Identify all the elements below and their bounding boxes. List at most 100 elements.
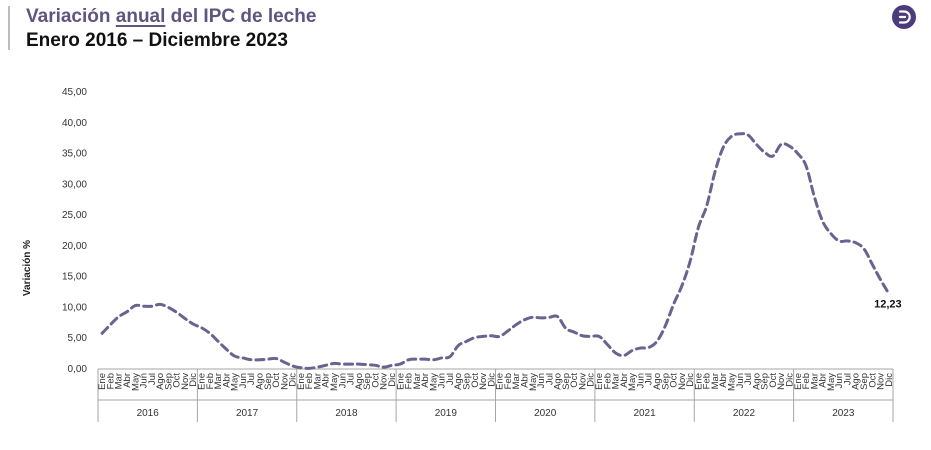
- x-tick-month: Dic: [586, 373, 597, 387]
- x-tick-month: Jun: [635, 373, 646, 388]
- data-point: [548, 316, 550, 318]
- x-tick-year: 2021: [633, 408, 656, 419]
- data-point: [383, 366, 385, 368]
- data-point: [175, 311, 177, 313]
- data-point: [556, 315, 558, 317]
- title-prefix: Variación: [26, 6, 116, 27]
- x-tick-month: Ago: [155, 373, 166, 390]
- x-tick-month: Abr: [122, 373, 133, 388]
- data-point: [217, 340, 219, 342]
- data-point: [250, 359, 252, 361]
- x-tick-year: 2020: [534, 408, 557, 419]
- x-tick-month: Jun: [735, 373, 746, 388]
- x-tick-month: May: [826, 373, 837, 391]
- data-point: [797, 152, 799, 154]
- x-tick-month: Sep: [362, 373, 373, 390]
- x-tick-month: Dic: [387, 373, 398, 387]
- data-point: [697, 226, 699, 228]
- x-tick-month: Sep: [462, 373, 473, 390]
- x-tick-month: Dic: [486, 373, 497, 387]
- x-tick-month: Jun: [536, 373, 547, 388]
- x-tick-month: May: [130, 373, 141, 391]
- data-point: [325, 364, 327, 366]
- x-tick-month: Jul: [644, 373, 655, 385]
- x-tick-year: 2019: [435, 408, 458, 419]
- x-tick-month: May: [627, 373, 638, 391]
- data-point: [805, 165, 807, 167]
- data-point: [457, 344, 459, 346]
- data-point: [565, 327, 567, 329]
- x-tick-month: Ago: [851, 373, 862, 390]
- x-tick-month: Nov: [279, 373, 290, 390]
- data-point: [614, 352, 616, 354]
- x-tick-month: Mar: [611, 373, 622, 389]
- data-point: [233, 355, 235, 357]
- data-point: [333, 362, 335, 364]
- data-point: [730, 135, 732, 137]
- y-tick-label: 5,00: [68, 333, 88, 344]
- x-tick-month: Ago: [254, 373, 265, 390]
- x-tick-month: Sep: [163, 373, 174, 390]
- data-point: [747, 134, 749, 136]
- x-tick-month: Oct: [271, 373, 282, 388]
- data-point: [664, 325, 666, 327]
- x-tick-month: May: [428, 373, 439, 391]
- x-tick-month: Jul: [445, 373, 456, 385]
- x-tick-month: Oct: [768, 373, 779, 388]
- data-point: [482, 335, 484, 337]
- x-tick-month: Jul: [842, 373, 853, 385]
- data-point: [714, 171, 716, 173]
- data-point: [291, 365, 293, 367]
- data-point: [200, 327, 202, 329]
- x-tick-month: Oct: [669, 373, 680, 388]
- x-tick-year: 2018: [335, 408, 358, 419]
- data-point: [532, 316, 534, 318]
- data-point: [739, 133, 741, 135]
- data-point: [598, 335, 600, 337]
- data-point: [648, 346, 650, 348]
- data-point: [846, 240, 848, 242]
- x-tick-month: Sep: [561, 373, 572, 390]
- x-tick-month: Ene: [395, 373, 406, 390]
- x-tick-month: Jun: [238, 373, 249, 388]
- data-point: [780, 143, 782, 145]
- y-axis-title: Variación %: [22, 240, 33, 296]
- data-point: [606, 343, 608, 345]
- x-tick-month: Ago: [453, 373, 464, 390]
- x-tick-month: Mar: [511, 373, 522, 389]
- data-point: [118, 315, 120, 317]
- x-tick-month: Jul: [743, 373, 754, 385]
- x-tick-month: Nov: [379, 373, 390, 390]
- y-tick-label: 30,00: [62, 179, 87, 190]
- x-tick-month: Ene: [296, 373, 307, 390]
- data-point: [134, 304, 136, 306]
- y-tick-label: 35,00: [62, 149, 87, 160]
- data-point: [209, 332, 211, 334]
- x-tick-month: Ago: [751, 373, 762, 390]
- x-tick-month: Sep: [859, 373, 870, 390]
- data-point: [142, 305, 144, 307]
- data-point: [879, 279, 881, 281]
- x-tick-month: Dic: [188, 373, 199, 387]
- data-point: [267, 358, 269, 360]
- data-point: [416, 358, 418, 360]
- data-point: [631, 349, 633, 351]
- data-point: [275, 357, 277, 359]
- x-tick-month: Dic: [784, 373, 795, 387]
- x-tick-month: Jul: [544, 373, 555, 385]
- data-point: [722, 146, 724, 148]
- data-point: [755, 143, 757, 145]
- x-tick-month: Ene: [793, 373, 804, 390]
- data-point: [590, 335, 592, 337]
- data-point: [358, 363, 360, 365]
- data-point: [498, 335, 500, 337]
- x-tick-month: Abr: [420, 373, 431, 388]
- brand-logo-icon[interactable]: [892, 5, 916, 29]
- data-point: [151, 305, 153, 307]
- x-tick-month: Feb: [205, 373, 216, 389]
- data-point: [772, 155, 774, 157]
- data-point: [623, 354, 625, 356]
- x-tick-month: Mar: [114, 373, 125, 389]
- x-tick-month: Mar: [213, 373, 224, 389]
- x-tick-month: Ago: [652, 373, 663, 390]
